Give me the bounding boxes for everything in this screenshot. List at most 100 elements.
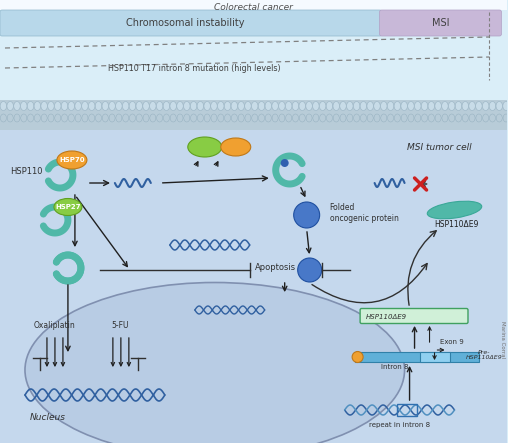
Ellipse shape: [346, 101, 353, 110]
Ellipse shape: [265, 114, 271, 122]
Text: Intron 8: Intron 8: [381, 364, 408, 370]
Ellipse shape: [20, 101, 27, 110]
Ellipse shape: [75, 101, 81, 110]
Text: Colorectal cancer: Colorectal cancer: [214, 3, 293, 12]
Ellipse shape: [360, 101, 367, 110]
Text: HSP110 T17 intron 8 mutation (high levels): HSP110 T17 intron 8 mutation (high level…: [109, 63, 281, 73]
Ellipse shape: [143, 101, 149, 110]
Ellipse shape: [354, 101, 360, 110]
Bar: [397, 404, 417, 416]
Ellipse shape: [360, 114, 366, 122]
Ellipse shape: [48, 101, 54, 110]
Text: HSP110ΔE9: HSP110ΔE9: [434, 219, 479, 229]
Ellipse shape: [469, 114, 475, 122]
Ellipse shape: [21, 114, 27, 122]
Bar: [0, 0, 507, 10]
Ellipse shape: [149, 101, 156, 110]
Ellipse shape: [415, 101, 421, 110]
Ellipse shape: [183, 101, 190, 110]
Ellipse shape: [7, 101, 13, 110]
Ellipse shape: [211, 114, 217, 122]
Text: 5-FU: 5-FU: [111, 320, 129, 330]
Ellipse shape: [102, 114, 108, 122]
Ellipse shape: [177, 114, 183, 122]
Text: MSI tumor cell: MSI tumor cell: [407, 144, 472, 152]
Ellipse shape: [82, 101, 88, 110]
Ellipse shape: [122, 114, 129, 122]
Ellipse shape: [190, 101, 197, 110]
Ellipse shape: [476, 114, 482, 122]
Circle shape: [281, 159, 289, 167]
Ellipse shape: [489, 101, 496, 110]
Ellipse shape: [35, 114, 40, 122]
Ellipse shape: [34, 101, 41, 110]
Ellipse shape: [435, 101, 441, 110]
Bar: [420, 352, 450, 362]
Ellipse shape: [41, 114, 47, 122]
Bar: [355, 352, 480, 362]
Ellipse shape: [217, 101, 224, 110]
Ellipse shape: [0, 101, 7, 110]
Ellipse shape: [68, 101, 75, 110]
Ellipse shape: [442, 114, 448, 122]
Ellipse shape: [265, 101, 272, 110]
Ellipse shape: [421, 101, 428, 110]
Ellipse shape: [95, 101, 102, 110]
Ellipse shape: [89, 114, 94, 122]
Ellipse shape: [456, 114, 461, 122]
Ellipse shape: [401, 114, 407, 122]
Ellipse shape: [88, 101, 95, 110]
Ellipse shape: [245, 114, 251, 122]
Ellipse shape: [197, 101, 204, 110]
Ellipse shape: [225, 101, 231, 110]
Ellipse shape: [122, 101, 129, 110]
Ellipse shape: [130, 114, 136, 122]
Ellipse shape: [252, 114, 258, 122]
Ellipse shape: [61, 114, 68, 122]
Ellipse shape: [387, 101, 394, 110]
Ellipse shape: [204, 101, 210, 110]
Ellipse shape: [293, 114, 299, 122]
Ellipse shape: [388, 114, 394, 122]
Ellipse shape: [82, 114, 88, 122]
Ellipse shape: [136, 101, 143, 110]
Ellipse shape: [198, 114, 203, 122]
Ellipse shape: [27, 114, 34, 122]
Ellipse shape: [455, 101, 462, 110]
Ellipse shape: [221, 138, 251, 156]
Ellipse shape: [164, 114, 169, 122]
Ellipse shape: [61, 101, 68, 110]
Ellipse shape: [408, 114, 414, 122]
Ellipse shape: [54, 101, 61, 110]
Ellipse shape: [25, 283, 404, 443]
Bar: [0, 35, 507, 75]
Circle shape: [352, 351, 363, 362]
Ellipse shape: [340, 114, 346, 122]
Ellipse shape: [320, 101, 326, 110]
Ellipse shape: [238, 101, 244, 110]
Ellipse shape: [449, 101, 455, 110]
Ellipse shape: [251, 101, 258, 110]
Text: Pre-
HSP110ΔE9: Pre- HSP110ΔE9: [466, 350, 503, 361]
Ellipse shape: [231, 114, 237, 122]
Ellipse shape: [279, 114, 285, 122]
Text: Oxaliplatin: Oxaliplatin: [34, 320, 76, 330]
Ellipse shape: [299, 101, 305, 110]
FancyArrowPatch shape: [408, 231, 436, 305]
Ellipse shape: [483, 114, 489, 122]
Ellipse shape: [150, 114, 156, 122]
Ellipse shape: [347, 114, 353, 122]
Text: Exon 9: Exon 9: [439, 339, 463, 345]
Ellipse shape: [1, 114, 7, 122]
Text: Folded
oncogenic protein: Folded oncogenic protein: [330, 203, 398, 223]
Text: HSP110ΔE9: HSP110ΔE9: [366, 314, 407, 320]
Circle shape: [298, 258, 322, 282]
Ellipse shape: [55, 114, 61, 122]
Ellipse shape: [435, 114, 441, 122]
Ellipse shape: [184, 114, 190, 122]
Ellipse shape: [374, 114, 380, 122]
Ellipse shape: [401, 101, 407, 110]
Text: repeat in intron 8: repeat in intron 8: [369, 422, 430, 428]
Ellipse shape: [292, 101, 299, 110]
Ellipse shape: [299, 114, 305, 122]
